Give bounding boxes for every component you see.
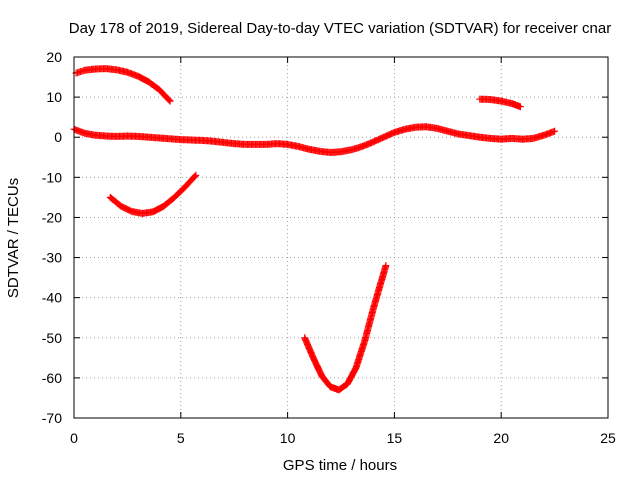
y-tick-label: -10 (42, 169, 62, 185)
chart-title: Day 178 of 2019, Sidereal Day-to-day VTE… (69, 20, 611, 37)
y-tick-label: 0 (54, 129, 62, 145)
series-markers-upper-left-arc (72, 65, 174, 105)
x-tick-label: 0 (70, 430, 78, 446)
series-upper-right-segment (476, 95, 524, 111)
y-axis-ticks: -70 -60 -50 -40 -30 -20 -10 0 10 20 (42, 49, 608, 426)
y-tick-label: -60 (42, 370, 62, 386)
x-tick-label: 20 (493, 430, 509, 446)
series-deep-dip (301, 262, 390, 394)
y-tick-label: 10 (46, 89, 62, 105)
y-tick-label: 20 (46, 49, 62, 65)
x-tick-label: 25 (600, 430, 616, 446)
series-left-lower-arc (106, 171, 200, 217)
x-axis-ticks: 0 5 10 15 20 25 (70, 57, 616, 446)
series-markers-deep-dip (301, 262, 390, 394)
y-tick-label: -20 (42, 209, 62, 225)
series-upper-left-arc (72, 65, 174, 105)
x-axis-title: GPS time / hours (283, 457, 397, 474)
x-tick-label: 15 (387, 430, 403, 446)
x-tick-label: 10 (280, 430, 296, 446)
series-markers-upper-right-segment (476, 95, 524, 111)
y-axis-title: SDTVAR / TECUs (5, 178, 22, 298)
y-tick-label: -70 (42, 410, 62, 426)
plot-frame (73, 56, 609, 419)
series-markers-left-lower-arc (106, 171, 200, 217)
y-tick-label: -50 (42, 330, 62, 346)
y-tick-label: -30 (42, 250, 62, 266)
x-tick-label: 5 (177, 430, 185, 446)
y-tick-label: -40 (42, 290, 62, 306)
